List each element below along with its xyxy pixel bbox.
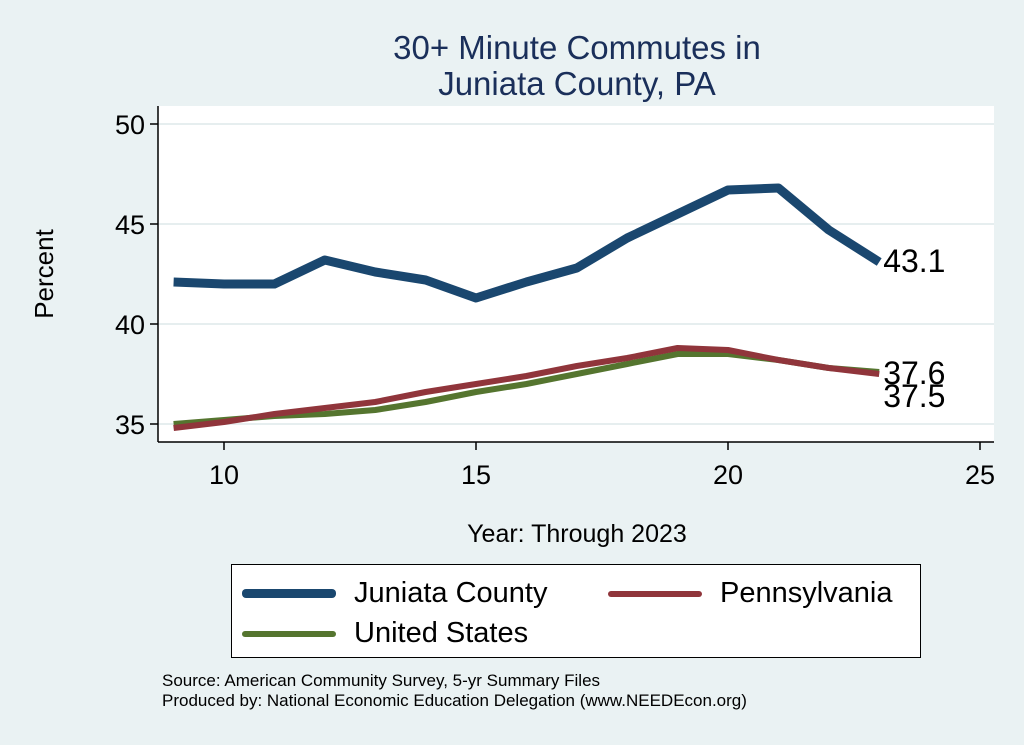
chart-title-line-2: Juniata County, PA bbox=[438, 65, 716, 102]
series-line-pennsylvania bbox=[173, 345, 880, 431]
x-tick-label-25: 25 bbox=[965, 460, 995, 490]
legend-swatch-juniata bbox=[242, 589, 336, 598]
end-label-juniata-county: 43.1 bbox=[883, 243, 945, 279]
chart-title-line-1: 30+ Minute Commutes in bbox=[393, 29, 761, 66]
source-note: Source: American Community Survey, 5-yr … bbox=[162, 671, 747, 711]
x-axis-label: Year: Through 2023 bbox=[467, 520, 687, 548]
legend-label-juniata: Juniata County bbox=[354, 577, 548, 609]
legend-label-united-states: United States bbox=[354, 617, 529, 649]
x-tick-label-20: 20 bbox=[713, 460, 743, 490]
legend-item-juniata-county: Juniata County bbox=[242, 577, 547, 610]
legend-label-pennsylvania: Pennsylvania bbox=[720, 577, 893, 609]
legend-swatch-united-states bbox=[242, 630, 336, 637]
y-tick-label-50: 50 bbox=[115, 110, 145, 140]
end-label-pennsylvania: 37.5 bbox=[883, 378, 945, 414]
y-tick-label-40: 40 bbox=[115, 310, 145, 340]
legend-item-pennsylvania: Pennsylvania bbox=[608, 577, 893, 610]
x-tick-label-15: 15 bbox=[461, 460, 491, 490]
y-tick-label-45: 45 bbox=[115, 210, 145, 240]
legend-item-united-states: United States bbox=[242, 617, 528, 650]
end-label-united-states: 37.6 bbox=[883, 355, 945, 391]
y-axis-label: Percent bbox=[29, 228, 59, 318]
x-tick-label-10: 10 bbox=[209, 460, 239, 490]
series-line-juniata-county bbox=[173, 183, 882, 303]
source-line-2: Produced by: National Economic Education… bbox=[162, 691, 747, 710]
y-tick-label-35: 35 bbox=[115, 410, 145, 440]
plot-area bbox=[158, 106, 994, 442]
source-line-1: Source: American Community Survey, 5-yr … bbox=[162, 671, 601, 690]
line-chart: 35 40 45 50 10 15 20 25 43.1 37.537.6 Percent Ye… bbox=[29, 106, 995, 548]
chart-title: 30+ Minute Commutes in Juniata County, P… bbox=[160, 30, 994, 102]
legend-swatch-pennsylvania bbox=[608, 590, 702, 597]
legend: Juniata County Pennsylvania United State… bbox=[231, 564, 921, 658]
